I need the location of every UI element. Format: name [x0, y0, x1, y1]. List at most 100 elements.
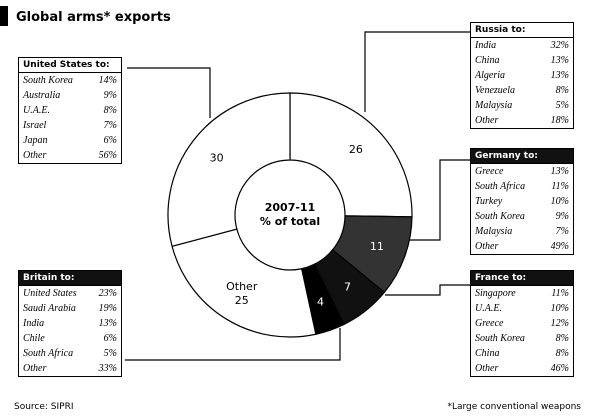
table-row: Greece 13%	[471, 164, 573, 179]
table-row: Other 33%	[19, 361, 121, 376]
country: Other	[475, 363, 499, 374]
share: 32%	[550, 40, 569, 51]
donut-segment	[289, 92, 413, 218]
country: Malaysia	[475, 226, 513, 237]
recipient-table: Britain to: United States 23% Saudi Arabia 1…	[18, 270, 122, 377]
table-row: Malaysia 7%	[471, 224, 573, 239]
table-header: United States to:	[19, 58, 121, 73]
segment-value: 11	[370, 240, 384, 253]
country: Turkey	[475, 196, 503, 207]
donut-segment	[167, 92, 291, 248]
country: Other	[23, 150, 47, 161]
table-row: South Africa 11%	[471, 179, 573, 194]
share: 8%	[555, 333, 569, 344]
share: 49%	[550, 241, 569, 252]
share: 10%	[550, 303, 569, 314]
share: 46%	[550, 363, 569, 374]
segment-value: 4	[317, 295, 324, 308]
country: Saudi Arabia	[23, 303, 76, 314]
country: Australia	[23, 90, 61, 101]
share: 8%	[103, 105, 117, 116]
recipient-table: France to: Singapore 11% U.A.E. 10% Greece 12%…	[470, 270, 574, 377]
share: 6%	[103, 333, 117, 344]
table-row: Venezuela 8%	[471, 83, 573, 98]
table-row: U.A.E. 8%	[19, 103, 121, 118]
footnote: *Large conventional weapons	[447, 402, 581, 412]
share: 5%	[555, 100, 569, 111]
country: China	[475, 348, 500, 359]
share: 10%	[550, 196, 569, 207]
share: 56%	[98, 150, 117, 161]
country: Greece	[475, 166, 504, 177]
country: South Korea	[23, 75, 73, 86]
country: India	[475, 40, 497, 51]
table-row: Other 56%	[19, 148, 121, 163]
table-row: U.A.E. 10%	[471, 301, 573, 316]
table-header: Russia to:	[471, 23, 573, 38]
segment-value: 25	[235, 294, 249, 307]
table-row: China 13%	[471, 53, 573, 68]
country: South Africa	[475, 181, 526, 192]
segment-value: 30	[210, 152, 224, 165]
table-row: Australia 9%	[19, 88, 121, 103]
country: Other	[23, 363, 47, 374]
segment-value: 26	[349, 143, 363, 156]
center-label: 2007-11	[265, 201, 316, 214]
country: Israel	[23, 120, 47, 131]
table-row: South Korea 9%	[471, 209, 573, 224]
recipient-table: United States to: South Korea 14% Australia…	[18, 57, 122, 164]
share: 11%	[551, 181, 569, 192]
country: Greece	[475, 318, 504, 329]
country: United States	[23, 288, 77, 299]
table-row: Saudi Arabia 19%	[19, 301, 121, 316]
segment-value: 7	[344, 280, 351, 293]
country: U.A.E.	[475, 303, 502, 314]
recipient-table: Germany to: Greece 13% South Africa 11% Turke…	[470, 148, 574, 255]
donut-segment	[171, 228, 317, 338]
share: 9%	[103, 90, 117, 101]
table-row: Israel 7%	[19, 118, 121, 133]
country: Other	[475, 241, 499, 252]
source: Source: SIPRI	[14, 402, 74, 412]
table-header: Britain to:	[19, 271, 121, 286]
share: 13%	[98, 318, 117, 329]
share: 13%	[550, 55, 569, 66]
country: Other	[475, 115, 499, 126]
table-row: Chile 6%	[19, 331, 121, 346]
share: 19%	[98, 303, 117, 314]
table-row: China 8%	[471, 346, 573, 361]
table-row: Japan 6%	[19, 133, 121, 148]
share: 8%	[555, 85, 569, 96]
leader-lines	[125, 31, 470, 361]
share: 13%	[550, 166, 569, 177]
share: 13%	[550, 70, 569, 81]
country: Japan	[23, 135, 48, 146]
title-marker	[0, 6, 8, 26]
table-row: India 32%	[471, 38, 573, 53]
share: 33%	[98, 363, 117, 374]
table-row: Other 49%	[471, 239, 573, 254]
share: 23%	[98, 288, 117, 299]
table-row: South Korea 14%	[19, 73, 121, 88]
country: China	[475, 55, 500, 66]
share: 7%	[555, 226, 569, 237]
table-header: Germany to:	[471, 149, 573, 164]
table-row: Singapore 11%	[471, 286, 573, 301]
center-label: % of total	[260, 215, 320, 228]
table-row: Turkey 10%	[471, 194, 573, 209]
country: South Korea	[475, 333, 525, 344]
table-row: Other 18%	[471, 113, 573, 128]
share: 8%	[555, 348, 569, 359]
share: 14%	[98, 75, 117, 86]
table-row: Greece 12%	[471, 316, 573, 331]
country: South Korea	[475, 211, 525, 222]
share: 9%	[555, 211, 569, 222]
table-row: Other 46%	[471, 361, 573, 376]
table-row: United States 23%	[19, 286, 121, 301]
country: South Africa	[23, 348, 74, 359]
share: 12%	[550, 318, 569, 329]
table-row: India 13%	[19, 316, 121, 331]
country: India	[23, 318, 45, 329]
